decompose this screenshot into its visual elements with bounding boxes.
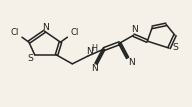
Text: Cl: Cl	[11, 28, 19, 37]
Text: N: N	[42, 23, 49, 32]
Text: Cl: Cl	[70, 28, 79, 37]
Text: N: N	[128, 58, 135, 67]
Text: S: S	[27, 54, 33, 63]
Text: N: N	[131, 25, 138, 34]
Text: N: N	[91, 64, 97, 73]
Text: H: H	[91, 44, 97, 53]
Text: N: N	[86, 47, 93, 56]
Text: S: S	[172, 43, 178, 52]
